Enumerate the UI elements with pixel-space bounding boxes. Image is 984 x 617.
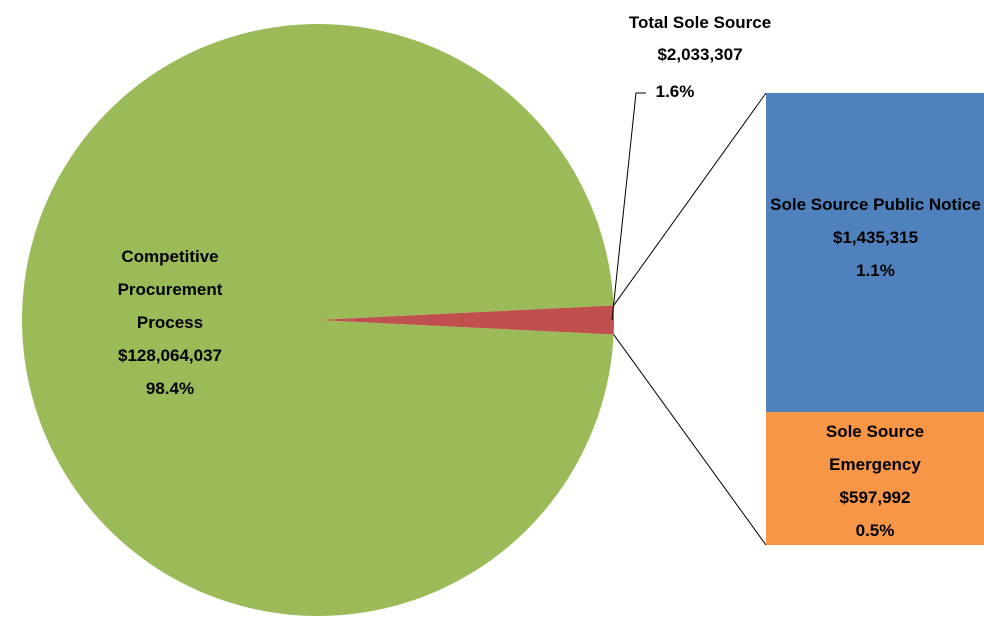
slice-value: $128,064,037 xyxy=(118,346,222,365)
slice-name: Total Sole Source xyxy=(628,13,772,32)
slice-label: Competitive Procurement Process $128,064… xyxy=(85,240,255,405)
bar-percent: 0.5% xyxy=(855,521,895,540)
pie-slice xyxy=(22,23,614,616)
bar-value: $1,435,315 xyxy=(832,228,919,247)
leader-line xyxy=(611,92,646,321)
pie-slice xyxy=(318,305,614,335)
bar-segment xyxy=(766,93,984,413)
slice-label: Total Sole Source $2,033,307 xyxy=(580,7,820,71)
connector xyxy=(613,92,767,306)
bar-segment xyxy=(766,412,984,545)
bar-label: Sole Source Public Notice $1,435,315 1.1… xyxy=(768,188,983,287)
slice-percent: 98.4% xyxy=(145,379,195,398)
slice-value: $2,033,307 xyxy=(657,45,743,64)
bar-percent: 1.1% xyxy=(856,261,895,280)
connector xyxy=(613,334,767,546)
slice-name: Competitive Procurement Process xyxy=(117,247,223,332)
bar-label: Sole Source Emergency $597,992 0.5% xyxy=(810,415,940,547)
bar-name: Sole Source Public Notice xyxy=(770,195,981,214)
bar-value: $597,992 xyxy=(839,488,911,507)
bar-name: Sole Source Emergency xyxy=(825,422,925,474)
slice-percent: 1.6% xyxy=(655,82,695,101)
